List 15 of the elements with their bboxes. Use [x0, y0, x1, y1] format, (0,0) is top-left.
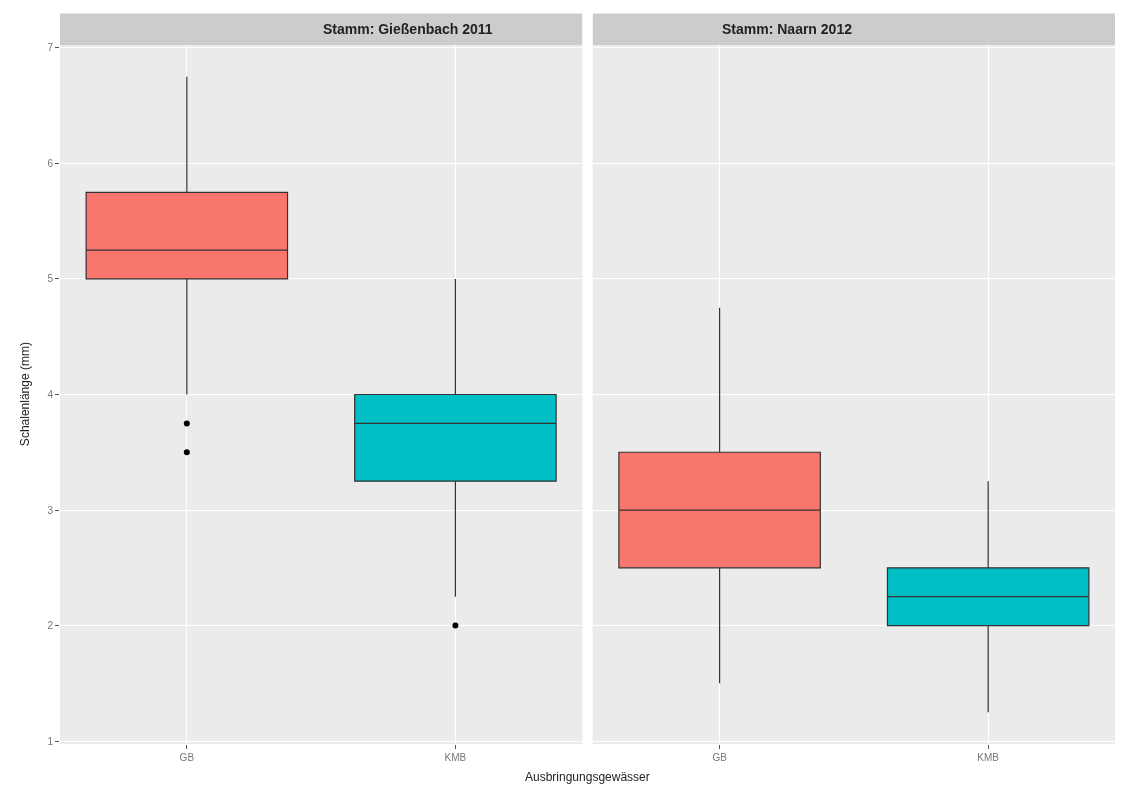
y-tick-label: 6	[47, 157, 54, 169]
x-tick-label: GB	[712, 752, 728, 763]
x-tick-label: KMB	[444, 752, 467, 763]
x-axis-title: Ausbringungsgewässer	[525, 770, 650, 784]
chart-title: Stamm: Naarn 2012	[722, 21, 853, 37]
y-tick-label: 1	[47, 735, 54, 747]
y-tick-label: 2	[47, 620, 54, 632]
y-axis-title: Schalenlänge (mm)	[18, 342, 33, 447]
chart-title: Stamm: Gießenbach 2011	[323, 21, 493, 37]
y-tick-label: 5	[47, 273, 54, 285]
x-tick-label: GB	[179, 752, 195, 763]
y-tick-label: 3	[47, 504, 54, 516]
y-tick-label: 7	[47, 42, 54, 54]
x-tick-label: KMB	[977, 752, 1000, 763]
y-tick-label: 4	[47, 389, 54, 400]
